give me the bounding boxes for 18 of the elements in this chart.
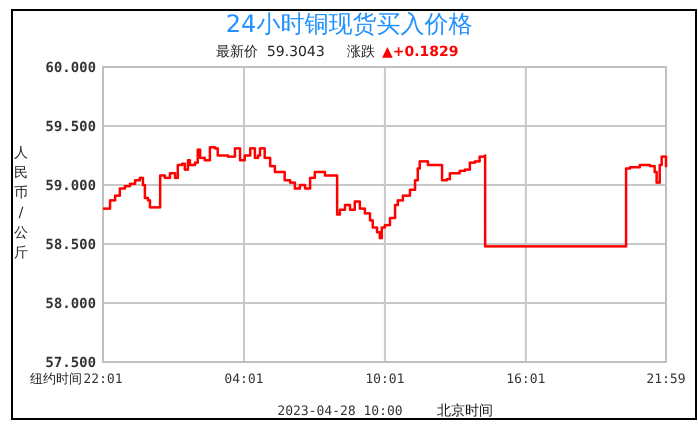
x-axis-title: 北京时间 xyxy=(437,403,493,419)
x-tick-label: 21:59 xyxy=(646,372,686,387)
y-tick-label: 59.500 xyxy=(45,119,96,135)
text: 纽约时间 xyxy=(30,372,82,387)
x-tick-label: 22:01 xyxy=(83,372,123,387)
x-tick-label: 10:01 xyxy=(365,372,404,387)
y-tick-label: 60.000 xyxy=(45,60,96,76)
y-tick-label: 58.500 xyxy=(45,237,96,253)
text: ▲+0.1829 xyxy=(382,44,459,60)
y-tick-label: 58.000 xyxy=(45,296,96,312)
y-axis-title: 人民币/公斤 xyxy=(14,145,28,261)
chart-title: 24小时铜现货买入价格 xyxy=(226,10,472,38)
x-tick-label: 04:01 xyxy=(224,372,264,387)
x-tick-label: 16:01 xyxy=(506,372,546,387)
chart-subtitle: 最新价 59.3043 涨跌 xyxy=(216,44,375,60)
y-tick-label: 57.500 xyxy=(45,355,96,371)
y-tick-label: 59.000 xyxy=(45,178,96,194)
text: 2023-04-28 10:00 xyxy=(277,404,403,419)
